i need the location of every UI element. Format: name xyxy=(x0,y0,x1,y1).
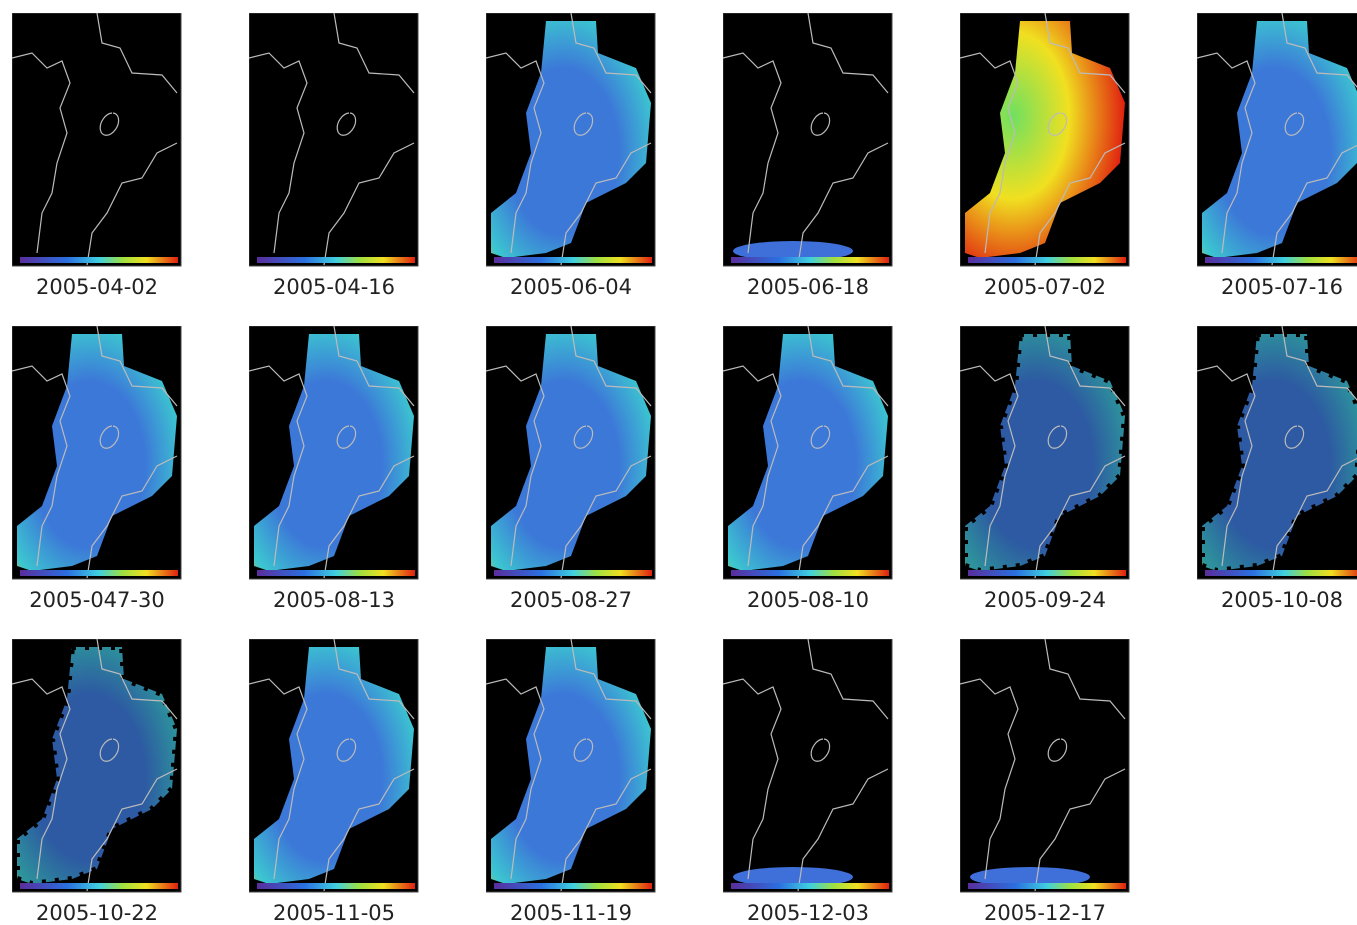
caption: 2005-06-18 xyxy=(746,275,870,299)
caption: 2005-08-13 xyxy=(272,588,396,612)
caption: 2005-07-16 xyxy=(1220,275,1344,299)
satellite-map xyxy=(723,13,893,267)
satellite-map xyxy=(960,326,1130,580)
caption: 2005-10-08 xyxy=(1220,588,1344,612)
caption: 2005-12-17 xyxy=(983,901,1107,925)
satellite-map xyxy=(1197,326,1357,580)
caption: 2005-04-02 xyxy=(35,275,159,299)
caption: 2005-06-04 xyxy=(509,275,633,299)
satellite-map xyxy=(249,639,419,893)
satellite-map xyxy=(12,13,182,267)
satellite-map xyxy=(723,639,893,893)
satellite-map xyxy=(486,13,656,267)
satellite-map xyxy=(960,13,1130,267)
caption: 2005-11-19 xyxy=(509,901,633,925)
caption: 2005-09-24 xyxy=(983,588,1107,612)
satellite-map xyxy=(486,639,656,893)
satellite-map xyxy=(249,326,419,580)
caption: 2005-04-16 xyxy=(272,275,396,299)
satellite-map xyxy=(249,13,419,267)
caption: 2005-08-27 xyxy=(509,588,633,612)
satellite-map xyxy=(1197,13,1357,267)
satellite-map xyxy=(960,639,1130,893)
satellite-map xyxy=(12,639,182,893)
caption: 2005-11-05 xyxy=(272,901,396,925)
caption: 2005-10-22 xyxy=(35,901,159,925)
satellite-map xyxy=(486,326,656,580)
satellite-map xyxy=(12,326,182,580)
satellite-map xyxy=(723,326,893,580)
caption: 2005-08-10 xyxy=(746,588,870,612)
caption: 2005-12-03 xyxy=(746,901,870,925)
caption: 2005-047-30 xyxy=(29,588,165,612)
caption: 2005-07-02 xyxy=(983,275,1107,299)
